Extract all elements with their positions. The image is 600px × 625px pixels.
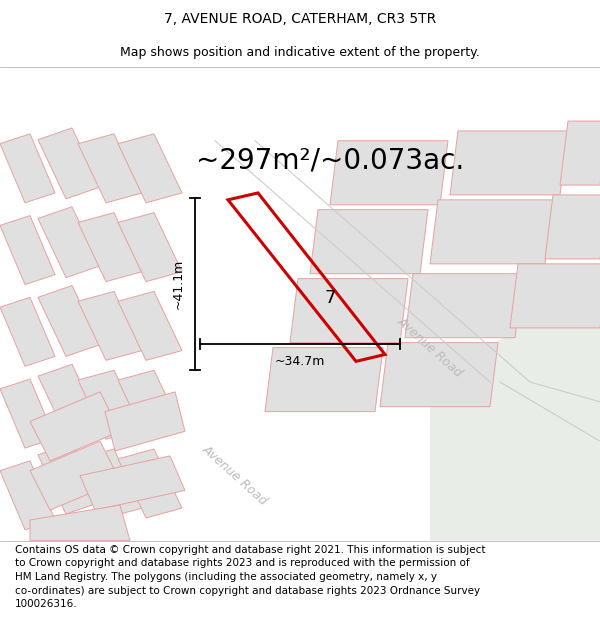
Polygon shape — [78, 528, 142, 597]
Polygon shape — [0, 216, 55, 284]
Polygon shape — [78, 291, 142, 361]
Polygon shape — [0, 134, 55, 202]
Polygon shape — [405, 274, 523, 338]
Text: Map shows position and indicative extent of the property.: Map shows position and indicative extent… — [120, 46, 480, 59]
Polygon shape — [78, 213, 142, 282]
Polygon shape — [105, 392, 185, 451]
Polygon shape — [265, 348, 383, 412]
Polygon shape — [30, 441, 120, 510]
Polygon shape — [38, 522, 100, 593]
Polygon shape — [118, 213, 182, 282]
Polygon shape — [0, 461, 55, 530]
Polygon shape — [38, 364, 100, 435]
Polygon shape — [510, 264, 600, 328]
Text: Contains OS data © Crown copyright and database right 2021. This information is : Contains OS data © Crown copyright and d… — [15, 545, 485, 609]
Polygon shape — [118, 134, 182, 202]
Text: Avenue Road: Avenue Road — [395, 315, 465, 380]
Polygon shape — [78, 134, 142, 202]
Text: ~297m²/~0.073ac.: ~297m²/~0.073ac. — [196, 146, 464, 174]
Text: 7: 7 — [324, 289, 336, 308]
Polygon shape — [118, 449, 182, 518]
Polygon shape — [38, 286, 100, 356]
Polygon shape — [310, 210, 428, 274]
Text: 7, AVENUE ROAD, CATERHAM, CR3 5TR: 7, AVENUE ROAD, CATERHAM, CR3 5TR — [164, 12, 436, 26]
Polygon shape — [78, 370, 142, 439]
Polygon shape — [38, 207, 100, 278]
Polygon shape — [118, 370, 182, 439]
Text: ~34.7m: ~34.7m — [275, 356, 325, 369]
Polygon shape — [0, 542, 55, 611]
Polygon shape — [545, 195, 600, 259]
Text: ~41.1m: ~41.1m — [172, 259, 185, 309]
Polygon shape — [38, 443, 100, 514]
Polygon shape — [30, 392, 120, 461]
Polygon shape — [330, 141, 448, 205]
Polygon shape — [560, 121, 600, 185]
Polygon shape — [450, 131, 568, 195]
Polygon shape — [30, 505, 130, 541]
Polygon shape — [380, 342, 498, 407]
Polygon shape — [0, 379, 55, 448]
Polygon shape — [0, 298, 55, 366]
Text: Avenue Road: Avenue Road — [200, 443, 270, 508]
Polygon shape — [38, 601, 100, 625]
Polygon shape — [290, 279, 408, 342]
Polygon shape — [78, 449, 142, 518]
Polygon shape — [430, 200, 553, 264]
Polygon shape — [38, 128, 100, 199]
Polygon shape — [78, 607, 142, 625]
Polygon shape — [430, 279, 600, 541]
Polygon shape — [118, 291, 182, 361]
Polygon shape — [80, 456, 185, 510]
